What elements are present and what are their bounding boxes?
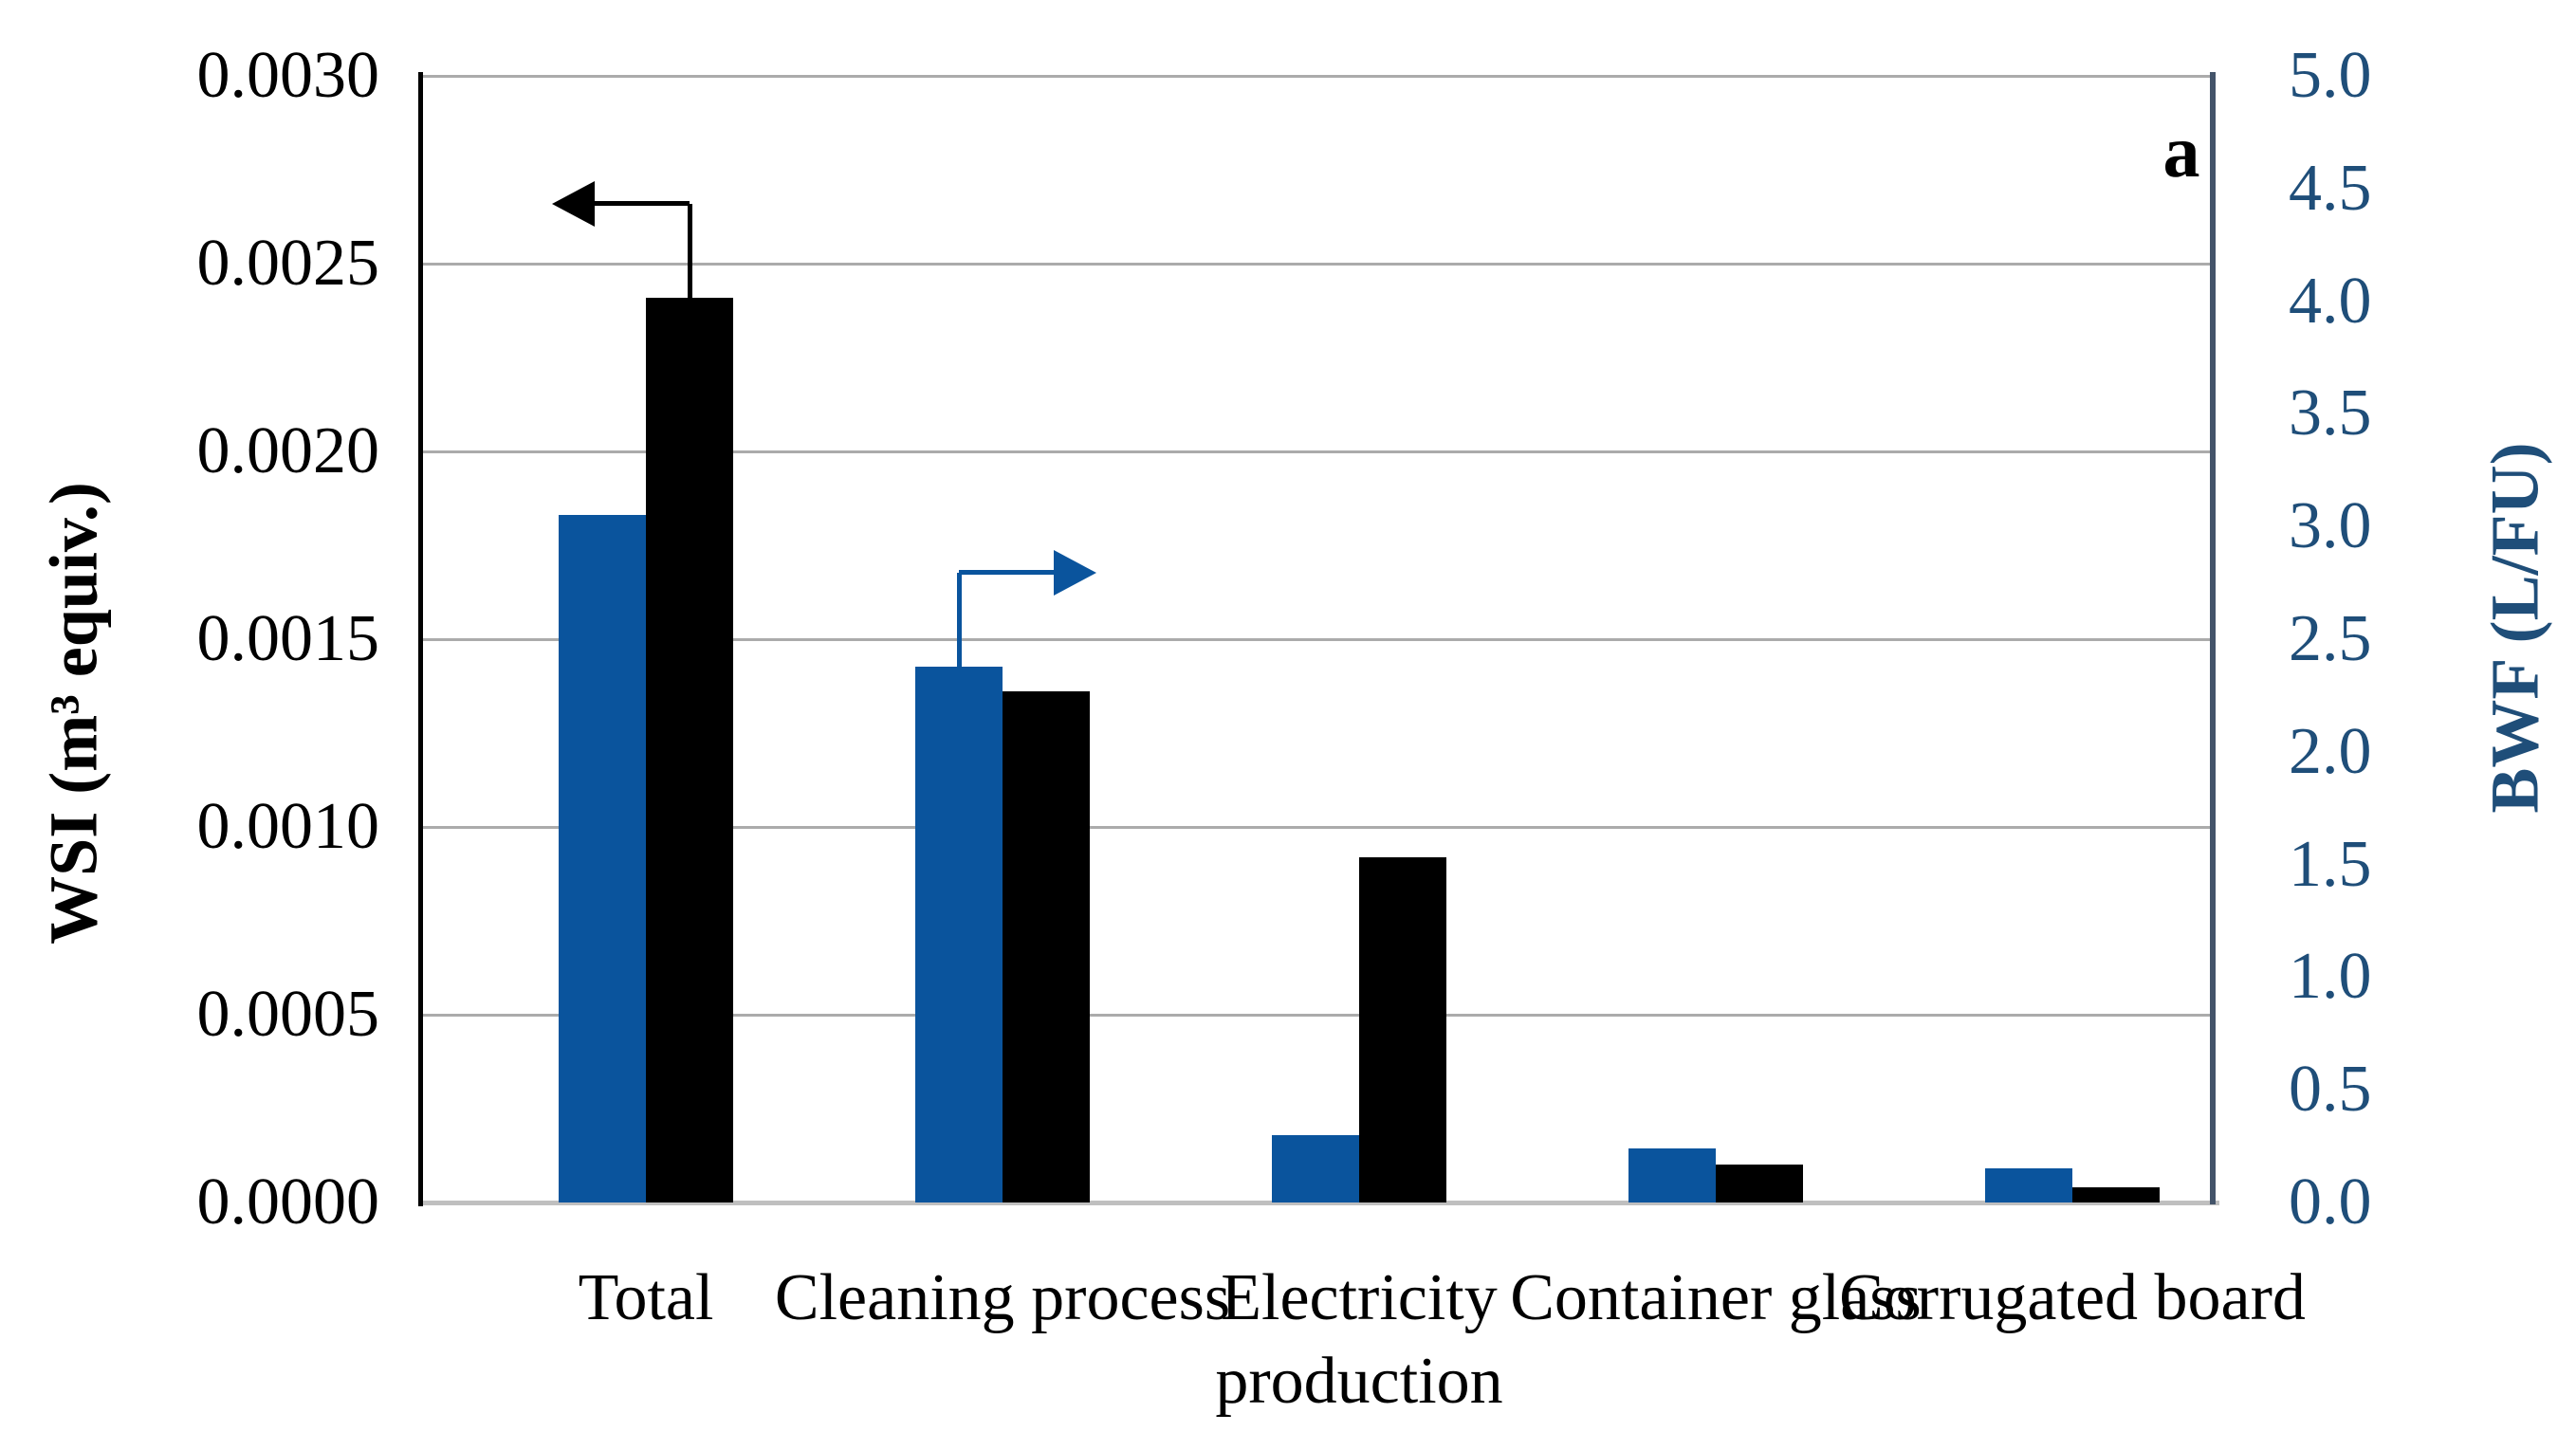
gridline (422, 263, 2210, 266)
right-tick-label: 0.0 (2289, 1166, 2372, 1239)
gridline (422, 826, 2210, 829)
right-tick-label: 2.5 (2289, 602, 2372, 675)
panel-label: a (2162, 110, 2200, 193)
wsi-arrow-head (552, 180, 595, 227)
left-tick-label: 0.0015 (196, 602, 380, 675)
left-tick-label: 0.0000 (196, 1166, 380, 1239)
bwf-arrow (959, 570, 1054, 575)
category-label: Electricity production (1215, 1261, 1503, 1418)
right-tick-label: 4.0 (2289, 264, 2372, 338)
bar-bwf-5 (1985, 1168, 2072, 1202)
bar-bwf-3 (1272, 1134, 1359, 1202)
right-tick-label: 0.5 (2289, 1053, 2372, 1127)
category-label: Corrugated board (1839, 1261, 2306, 1334)
bar-wsi-3 (1359, 856, 1446, 1202)
left-tick-label: 0.0020 (196, 414, 380, 487)
bar-bwf-2 (915, 666, 1003, 1202)
category-label: Cleaning process (774, 1261, 1231, 1334)
bar-wsi-1 (646, 297, 733, 1202)
category-label: Container glass (1510, 1261, 1922, 1334)
gridline (422, 450, 2210, 453)
right-tick-label: 3.5 (2289, 376, 2372, 450)
left-tick-label: 0.0010 (196, 790, 380, 863)
left-tick-label: 0.0025 (196, 227, 380, 300)
right-tick-label: 1.5 (2289, 827, 2372, 901)
left-axis-title: WSI (m³ equiv.) (35, 482, 112, 945)
bar-bwf-1 (559, 515, 646, 1202)
right-tick-label: 4.5 (2289, 151, 2372, 225)
left-axis-line (418, 72, 423, 1206)
right-tick-label: 3.0 (2289, 489, 2372, 563)
wsi-arrow (687, 203, 692, 325)
bar-wsi-5 (2072, 1187, 2160, 1202)
x-axis-line (422, 1201, 2219, 1205)
bar-bwf-4 (1628, 1147, 1716, 1202)
right-tick-label: 5.0 (2289, 39, 2372, 112)
category-label: Total (578, 1261, 714, 1334)
right-tick-label: 1.0 (2289, 940, 2372, 1014)
right-axis-line (2210, 72, 2216, 1204)
gridline (422, 75, 2210, 78)
left-tick-label: 0.0030 (196, 39, 380, 112)
bar-wsi-4 (1716, 1165, 1803, 1202)
gridline (422, 1014, 2210, 1017)
wsi-arrow (595, 201, 690, 207)
bwf-arrow-head (1054, 549, 1096, 596)
gridline (422, 638, 2210, 641)
bwf-arrow (956, 572, 962, 694)
right-tick-label: 2.0 (2289, 714, 2372, 788)
bar-wsi-2 (1003, 691, 1090, 1202)
left-tick-label: 0.0005 (196, 978, 380, 1051)
